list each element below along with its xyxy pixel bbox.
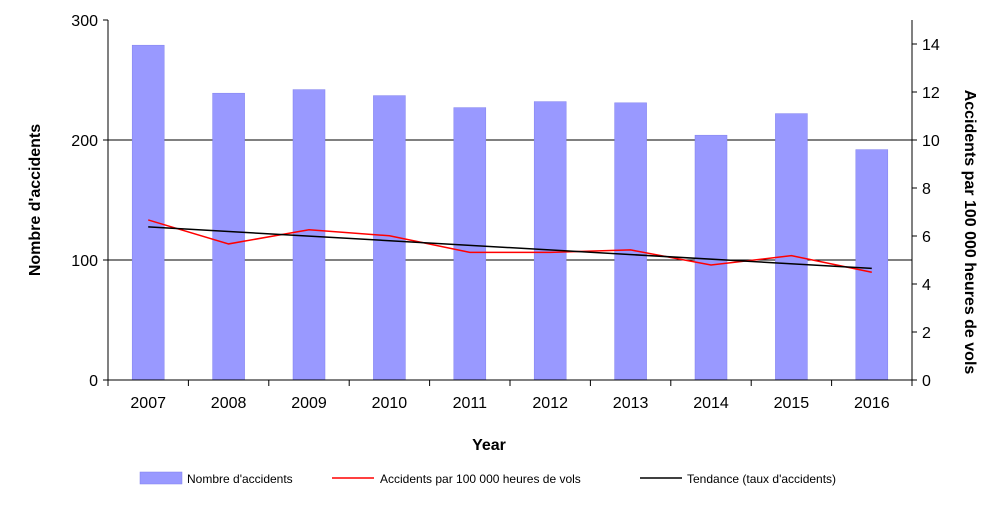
bar (212, 92, 245, 381)
x-tick-label: 2012 (532, 395, 568, 412)
y-tick-label: 200 (71, 133, 98, 150)
x-tick-label: 2014 (693, 395, 729, 412)
y2-tick-label: 0 (922, 373, 931, 390)
y-tick-label: 300 (71, 13, 98, 30)
y2-tick-label: 2 (922, 325, 931, 342)
y-tick-label: 0 (89, 373, 98, 390)
trend-line (148, 226, 872, 270)
bar (453, 107, 487, 381)
bar (855, 149, 889, 381)
bar (131, 44, 165, 381)
y2-tick-label: 4 (922, 277, 931, 294)
bar (775, 113, 808, 381)
legend-swatch-bars (139, 471, 183, 485)
y-tick-label: 100 (71, 253, 98, 270)
y2-axis-title: Accidents par 100 000 heures de vols (961, 90, 978, 375)
y2-tick-label: 14 (922, 37, 940, 54)
bar (694, 134, 728, 381)
y-axis-title: Nombre d'accidents (27, 124, 44, 276)
bar (614, 102, 647, 381)
x-tick-label: 2008 (211, 395, 247, 412)
x-tick-label: 2015 (774, 395, 810, 412)
x-tick-label: 2016 (854, 395, 890, 412)
bar (533, 101, 567, 381)
x-tick-label: 2011 (453, 395, 488, 412)
y2-tick-label: 6 (922, 229, 931, 246)
legend-label: Nombre d'accidents (187, 472, 293, 486)
x-tick-label: 2009 (291, 395, 327, 412)
rate-line (147, 219, 872, 273)
y2-tick-label: 12 (922, 85, 940, 102)
x-axis-title: Year (472, 437, 506, 454)
y2-tick-label: 10 (922, 133, 940, 150)
x-tick-label: 2010 (372, 395, 408, 412)
x-tick-label: 2007 (130, 395, 166, 412)
x-tick-label: 2013 (613, 395, 649, 412)
legend-label: Tendance (taux d'accidents) (687, 472, 836, 486)
y2-tick-label: 8 (922, 181, 931, 198)
legend-label: Accidents par 100 000 heures de vols (380, 472, 581, 486)
